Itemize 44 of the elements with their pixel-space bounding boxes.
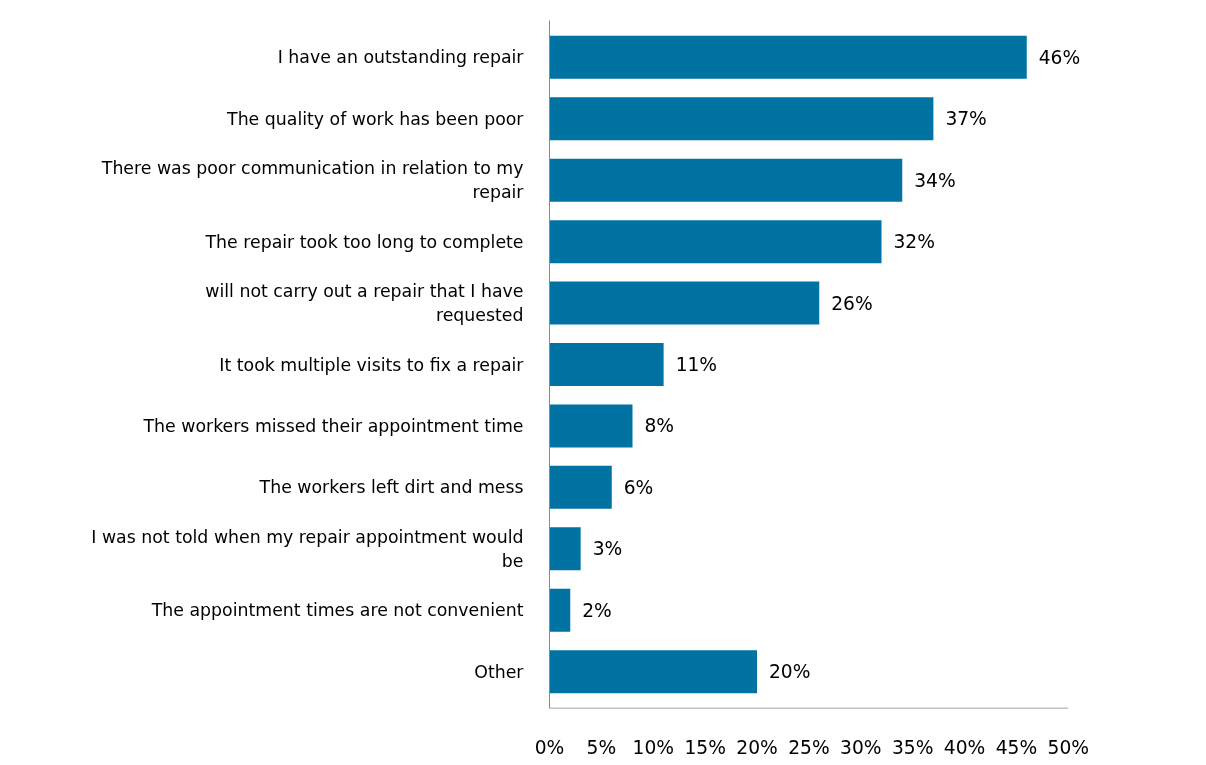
y-tick-label: Other [474, 661, 525, 682]
y-tick-label: The workers missed their appointment time [142, 415, 524, 436]
bar [549, 650, 757, 694]
y-tick-label: The appointment times are not convenient [150, 600, 524, 621]
bar [549, 158, 903, 202]
bar [549, 97, 934, 141]
y-tick-label: It took multiple visits to fix a repair [219, 354, 525, 375]
y-tick-label: I was not told when my repair appointment would be [91, 526, 524, 571]
bar [549, 343, 664, 386]
x-tick-label: 15% [684, 736, 726, 758]
x-tick-label: 25% [788, 736, 830, 758]
bar [549, 35, 1027, 79]
data-label: 6% [623, 476, 654, 498]
x-tick-label: 0% [534, 736, 565, 758]
bar [549, 220, 882, 264]
bar [549, 281, 820, 325]
x-tick-label: 10% [632, 736, 674, 758]
x-tick-label: 20% [736, 736, 778, 758]
y-tick-label: will not carry out a repair that I have requested [205, 281, 524, 326]
bar [549, 527, 581, 571]
data-label: 2% [582, 599, 612, 621]
data-label: 26% [831, 292, 873, 314]
y-tick-label: The repair took too long to complete [204, 231, 524, 252]
bar [549, 588, 571, 632]
data-label: 34% [914, 169, 956, 191]
bar [549, 404, 633, 448]
data-label: 20% [769, 661, 811, 683]
data-label: 11% [675, 354, 718, 375]
data-label: 37% [945, 108, 987, 130]
x-tick-label: 45% [995, 736, 1038, 758]
y-tick-label: I have an outstanding repair [277, 47, 525, 68]
data-label: 32% [893, 231, 935, 253]
x-tick-label: 35% [891, 736, 934, 758]
bar [549, 465, 612, 509]
x-tick-label: 40% [943, 736, 986, 758]
y-tick-label: The quality of work has been poor [226, 108, 525, 129]
x-tick-label: 5% [586, 736, 617, 758]
x-tick-label: 50% [1047, 736, 1089, 758]
data-label: 3% [592, 538, 623, 560]
x-tick-label: 30% [840, 736, 882, 758]
y-tick-label: There was poor communication in relation to my repair [100, 158, 525, 203]
data-label: 46% [1038, 46, 1081, 68]
data-label: 8% [644, 415, 675, 437]
y-tick-label: The workers left dirt and mess [258, 477, 524, 498]
